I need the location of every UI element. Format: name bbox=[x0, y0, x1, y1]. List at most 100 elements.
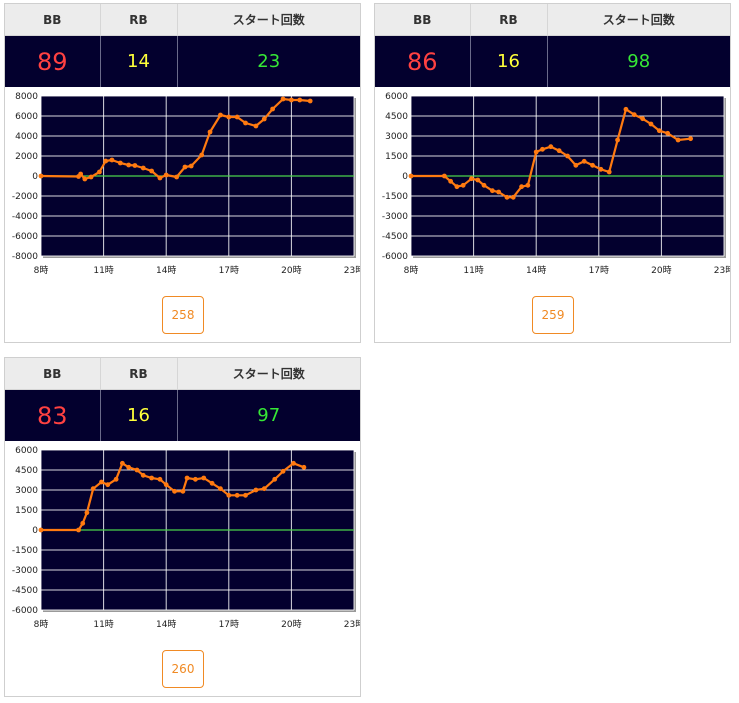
data-point bbox=[218, 486, 223, 492]
data-point bbox=[665, 130, 671, 136]
data-point bbox=[504, 194, 510, 200]
rb-value: 14 bbox=[100, 35, 178, 87]
data-point bbox=[489, 188, 495, 194]
data-point bbox=[469, 176, 474, 182]
data-point bbox=[291, 460, 296, 466]
start-count-header: スタート回数 bbox=[177, 4, 360, 36]
data-point bbox=[157, 476, 163, 482]
x-tick-label: 23時 bbox=[714, 265, 730, 276]
data-point bbox=[261, 116, 267, 122]
y-tick-label: 6000 bbox=[15, 112, 38, 122]
data-point bbox=[590, 162, 595, 168]
data-point bbox=[207, 129, 213, 135]
x-tick-label: 11時 bbox=[93, 619, 113, 630]
data-point bbox=[556, 148, 562, 154]
data-point bbox=[606, 169, 612, 175]
y-tick-label: 8000 bbox=[15, 92, 38, 102]
data-point bbox=[134, 467, 140, 473]
stats-table: BB RB スタート回数 83 16 97 bbox=[5, 358, 360, 441]
slump-graph: -6000 -4500 -3000 -1500 0 1500 3000 4500 6000 8時 1… bbox=[382, 92, 730, 276]
bb-header: BB bbox=[5, 358, 101, 390]
data-point bbox=[675, 137, 681, 143]
y-tick-label: 0 bbox=[32, 526, 38, 536]
x-tick-label: 17時 bbox=[219, 265, 239, 276]
rb-header: RB bbox=[100, 358, 178, 390]
start-count-value: 23 bbox=[177, 35, 360, 87]
y-tick-label: 1500 bbox=[15, 506, 38, 516]
rb-value: 16 bbox=[470, 35, 548, 87]
data-point bbox=[119, 460, 125, 466]
y-tick-label: -6000 bbox=[382, 252, 408, 262]
data-point bbox=[540, 146, 545, 152]
y-tick-label: -2000 bbox=[12, 192, 38, 202]
y-tick-label: 0 bbox=[402, 172, 408, 182]
y-tick-label: 6000 bbox=[385, 92, 408, 102]
data-point bbox=[565, 153, 570, 159]
y-tick-label: -3000 bbox=[382, 212, 408, 222]
data-point bbox=[525, 182, 531, 188]
y-tick-label: 6000 bbox=[15, 446, 38, 456]
y-tick-label: -3000 bbox=[12, 566, 38, 576]
data-point bbox=[460, 182, 466, 188]
data-point bbox=[261, 486, 267, 492]
data-point bbox=[631, 112, 637, 118]
data-point bbox=[149, 168, 154, 174]
machine-number-button[interactable]: 259 bbox=[532, 296, 574, 334]
start-count-header: スタート回数 bbox=[177, 358, 360, 390]
slump-graph: -8000 -6000 -4000 -2000 0 2000 4000 6000 8000 8時 1… bbox=[12, 92, 360, 276]
data-point bbox=[78, 171, 84, 177]
x-tick-label: 11時 bbox=[93, 265, 113, 276]
data-point bbox=[103, 158, 109, 164]
data-point bbox=[149, 475, 154, 481]
bb-value: 89 bbox=[5, 35, 101, 87]
data-point bbox=[172, 488, 177, 494]
data-point bbox=[648, 121, 654, 127]
data-point bbox=[307, 98, 313, 104]
data-point bbox=[234, 114, 240, 120]
bb-value: 83 bbox=[5, 389, 101, 441]
y-tick-label: 3000 bbox=[385, 132, 408, 142]
data-point bbox=[182, 164, 188, 170]
y-tick-label: -4500 bbox=[382, 232, 408, 242]
data-point bbox=[253, 123, 259, 129]
data-point bbox=[82, 176, 88, 182]
y-tick-label: -6000 bbox=[12, 232, 38, 242]
start-count-header: スタート回数 bbox=[547, 4, 730, 36]
data-point bbox=[90, 486, 96, 492]
y-tick-label: 3000 bbox=[15, 486, 38, 496]
data-point bbox=[226, 492, 232, 498]
machine-panel-3: BB RB スタート回数 83 16 97 -6000 -4500 -3000 -15… bbox=[4, 357, 361, 697]
data-point bbox=[188, 163, 194, 169]
data-point bbox=[598, 166, 604, 172]
machine-number-button[interactable]: 258 bbox=[162, 296, 204, 334]
y-tick-label: 2000 bbox=[15, 152, 38, 162]
y-tick-label: -6000 bbox=[12, 606, 38, 616]
x-tick-label: 8時 bbox=[34, 265, 49, 276]
data-point bbox=[84, 510, 90, 516]
data-point bbox=[163, 482, 169, 488]
rb-value: 16 bbox=[100, 389, 178, 441]
data-point bbox=[615, 137, 620, 143]
data-point bbox=[454, 184, 460, 190]
start-count-value: 98 bbox=[547, 35, 730, 87]
data-point bbox=[548, 144, 554, 150]
y-tick-label: 1500 bbox=[385, 152, 408, 162]
data-point bbox=[640, 116, 646, 122]
x-tick-label: 11時 bbox=[463, 265, 483, 276]
data-point bbox=[97, 169, 102, 175]
data-point bbox=[88, 174, 94, 180]
data-point bbox=[113, 476, 119, 482]
slump-graph: -6000 -4500 -3000 -1500 0 1500 3000 4500 6000 8時 1… bbox=[12, 446, 360, 630]
data-point bbox=[180, 488, 186, 494]
data-point bbox=[301, 464, 307, 470]
y-tick-label: -1500 bbox=[382, 192, 408, 202]
data-point bbox=[448, 178, 454, 184]
data-point bbox=[174, 174, 180, 180]
data-point bbox=[481, 182, 487, 188]
data-point bbox=[688, 136, 694, 142]
data-point bbox=[441, 173, 447, 179]
machine-number-button[interactable]: 260 bbox=[162, 650, 204, 688]
data-point bbox=[289, 97, 294, 103]
y-tick-label: -1500 bbox=[12, 546, 38, 556]
y-tick-label: 4500 bbox=[15, 466, 38, 476]
